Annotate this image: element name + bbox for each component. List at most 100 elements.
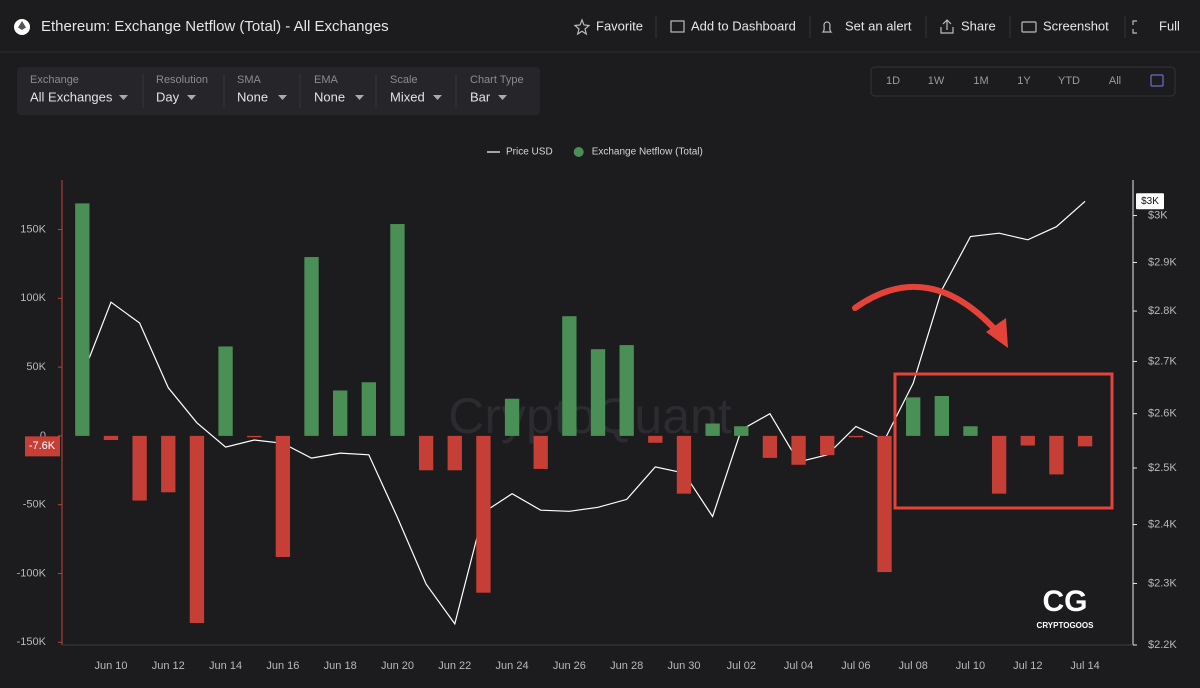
dashboard-icon[interactable] [670,20,685,33]
last-price-label: $3K [1141,196,1159,207]
bar [247,435,262,438]
x-tick-label: Jun 26 [553,660,586,672]
bar [877,435,892,573]
bar [562,316,577,436]
bar [963,426,978,436]
y-tick-label: -150K [17,636,47,648]
range-button[interactable]: 1D [886,75,900,87]
y2-tick-label: $2.3K [1148,577,1177,589]
y2-tick-label: $3K [1148,209,1168,221]
x-tick-label: Jun 20 [381,660,414,672]
camera-icon[interactable] [1021,21,1037,33]
logo-text: CRYPTOGOOS [1037,621,1095,630]
bar [275,435,291,557]
range-button[interactable]: All [1109,75,1121,87]
x-tick-label: Jun 18 [324,660,357,672]
fullscreen-icon[interactable] [1132,20,1137,34]
bar [218,346,233,436]
price-line [81,200,1086,626]
star-icon[interactable] [573,18,591,36]
x-tick-label: Jul 08 [898,660,927,672]
bar [132,435,147,501]
bar [390,224,405,436]
bar [705,423,720,436]
bar [361,382,376,436]
x-tick-label: Jun 28 [610,660,643,672]
range-panel [870,66,1176,97]
bar [1049,435,1064,475]
bar [447,435,462,471]
bar [103,435,119,441]
y-tick-label: 50K [26,361,46,373]
bar [590,349,606,436]
control-label: EMA [314,74,339,86]
x-tick-label: Jul 04 [784,660,813,672]
page-title: Ethereum: Exchange Netflow (Total) - All… [41,18,389,35]
bar [820,435,835,456]
control-value[interactable]: All Exchanges [30,89,113,104]
control-value[interactable]: Day [156,89,180,104]
action-dashboard[interactable]: Add to Dashboard [691,18,796,33]
x-tick-label: Jul 02 [727,660,756,672]
bell-icon[interactable] [821,21,833,33]
action-screenshot[interactable]: Screenshot [1043,18,1109,33]
action-alert[interactable]: Set an alert [845,18,912,33]
bar [189,435,205,623]
y2-tick-label: $2.8K [1148,305,1177,317]
bar [762,435,778,458]
range-button[interactable]: 1M [973,75,988,87]
share-icon[interactable] [940,19,954,34]
control-label: Chart Type [470,74,524,86]
annotation-arrowhead [986,318,1008,348]
y-tick-label: 0 [40,430,46,442]
bar [75,203,90,436]
bar [991,435,1007,494]
last-value-tag [25,436,60,457]
bar [648,435,663,443]
bar [533,435,548,469]
x-tick-label: Jun 16 [266,660,299,672]
bar [418,435,434,471]
x-tick-label: Jun 22 [438,660,471,672]
x-tick-label: Jun 12 [152,660,185,672]
bar [848,435,864,438]
control-label: Resolution [156,74,208,86]
y2-tick-label: $2.2K [1148,639,1177,651]
control-value[interactable]: None [237,89,268,104]
legend-label: Exchange Netflow (Total) [592,147,703,158]
y2-tick-label: $2.5K [1148,462,1177,474]
control-label: SMA [237,74,262,86]
watermark: CryptoQuant [448,388,732,444]
logo-mark: CG [1043,585,1088,618]
control-value[interactable]: Mixed [390,89,425,104]
control-value[interactable]: None [314,89,345,104]
y-tick-label: 150K [20,223,46,235]
action-full[interactable]: Full [1159,18,1180,33]
x-tick-label: Jul 14 [1070,660,1099,672]
bar [504,398,520,436]
bar [476,435,491,593]
bar [734,426,749,436]
last-value-label: -7.6K [29,440,56,452]
y2-tick-label: $2.7K [1148,355,1177,367]
x-tick-label: Jul 10 [956,660,985,672]
y-tick-label: -50K [23,499,47,511]
y2-tick-label: $2.9K [1148,256,1177,268]
bar [676,435,692,494]
y-tick-label: 100K [20,292,46,304]
calendar-icon[interactable] [1150,74,1164,87]
bar [791,435,806,465]
bar [1020,435,1035,446]
range-button[interactable]: 1Y [1017,75,1031,87]
action-favorite[interactable]: Favorite [596,18,643,33]
action-share[interactable]: Share [961,18,996,33]
eth-glyph [18,21,26,30]
bar [906,397,921,436]
range-button[interactable]: 1W [928,75,945,87]
y-tick-label: -100K [17,567,47,579]
x-tick-label: Jul 06 [841,660,870,672]
range-button[interactable]: YTD [1058,75,1080,87]
control-value[interactable]: Bar [470,89,491,104]
